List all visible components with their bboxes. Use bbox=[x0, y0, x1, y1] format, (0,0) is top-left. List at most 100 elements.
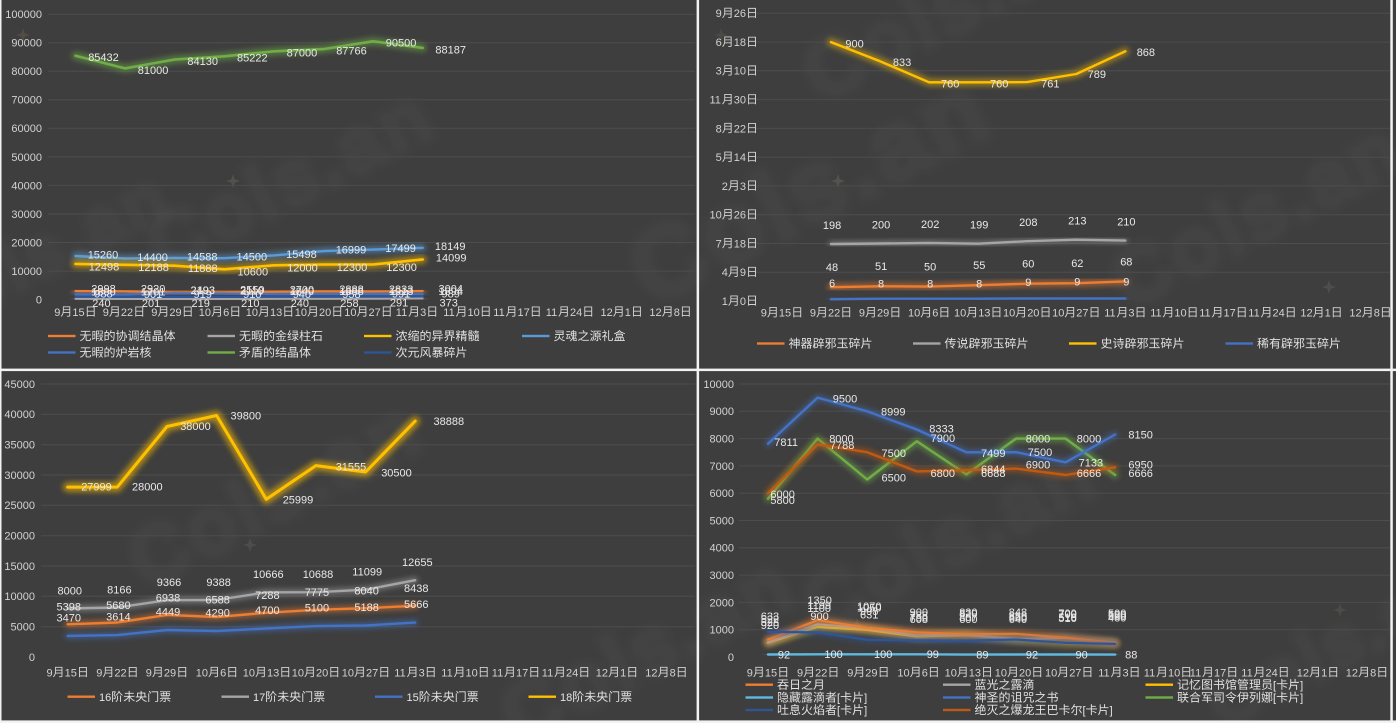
svg-text:24: 24 bbox=[566, 667, 578, 679]
svg-text:3: 3 bbox=[420, 307, 426, 319]
svg-text:8438: 8438 bbox=[404, 583, 428, 595]
svg-text:9: 9 bbox=[797, 667, 803, 679]
svg-text:660: 660 bbox=[1009, 612, 1027, 624]
svg-text:30000: 30000 bbox=[11, 209, 42, 221]
svg-text:1070: 1070 bbox=[857, 601, 881, 613]
svg-text:8150: 8150 bbox=[1128, 429, 1152, 441]
svg-text:20000: 20000 bbox=[11, 237, 42, 249]
svg-text:20000: 20000 bbox=[4, 531, 35, 543]
svg-text:9: 9 bbox=[761, 308, 767, 320]
svg-text:24: 24 bbox=[1266, 667, 1278, 679]
svg-text:240: 240 bbox=[92, 298, 110, 310]
svg-text:87766: 87766 bbox=[336, 46, 367, 58]
svg-text:14099: 14099 bbox=[436, 253, 467, 265]
svg-text:25000: 25000 bbox=[4, 500, 35, 512]
svg-text:14588: 14588 bbox=[187, 251, 218, 263]
svg-text:510: 510 bbox=[1058, 612, 1076, 624]
svg-text:633: 633 bbox=[761, 611, 779, 623]
svg-text:760: 760 bbox=[941, 79, 959, 91]
svg-text:5: 5 bbox=[716, 152, 722, 164]
svg-text:10: 10 bbox=[897, 667, 909, 679]
svg-text:4: 4 bbox=[722, 267, 728, 279]
svg-text:12: 12 bbox=[601, 307, 613, 319]
svg-text:10: 10 bbox=[1045, 667, 1057, 679]
svg-text:0: 0 bbox=[728, 652, 734, 664]
svg-text:12: 12 bbox=[596, 667, 608, 679]
svg-text:9: 9 bbox=[716, 8, 722, 20]
svg-text:8000: 8000 bbox=[58, 585, 82, 597]
svg-text:10666: 10666 bbox=[253, 569, 284, 581]
svg-text:6000: 6000 bbox=[710, 488, 734, 500]
svg-text:11888: 11888 bbox=[188, 263, 218, 275]
svg-text:38000: 38000 bbox=[180, 421, 211, 433]
svg-text:373: 373 bbox=[440, 297, 458, 309]
svg-text:8166: 8166 bbox=[107, 584, 131, 596]
svg-text:9: 9 bbox=[810, 308, 816, 320]
svg-text:2920: 2920 bbox=[141, 284, 165, 296]
svg-text:24: 24 bbox=[570, 307, 582, 319]
svg-text:12: 12 bbox=[1297, 667, 1309, 679]
svg-text:[: [ bbox=[837, 693, 840, 705]
svg-text:5800: 5800 bbox=[770, 495, 794, 507]
svg-text:1: 1 bbox=[1325, 308, 1331, 320]
svg-text:1100: 1100 bbox=[807, 603, 831, 615]
svg-text:10000: 10000 bbox=[11, 266, 42, 278]
svg-text:99: 99 bbox=[927, 649, 939, 661]
svg-text:22: 22 bbox=[114, 667, 126, 679]
svg-text:500: 500 bbox=[1108, 611, 1126, 623]
svg-text:22: 22 bbox=[121, 307, 133, 319]
svg-text:12300: 12300 bbox=[386, 262, 417, 274]
svg-text:24: 24 bbox=[1273, 308, 1285, 320]
svg-text:8000: 8000 bbox=[1077, 434, 1101, 446]
svg-text:11: 11 bbox=[441, 667, 452, 679]
svg-text:18: 18 bbox=[734, 37, 746, 49]
svg-text:919: 919 bbox=[194, 289, 212, 301]
svg-text:11: 11 bbox=[546, 307, 557, 319]
svg-text:10: 10 bbox=[243, 667, 255, 679]
svg-text:10: 10 bbox=[1174, 308, 1186, 320]
svg-text:6: 6 bbox=[922, 667, 928, 679]
svg-text:22: 22 bbox=[734, 123, 746, 135]
svg-text:39800: 39800 bbox=[231, 410, 262, 422]
svg-text:1701: 1701 bbox=[141, 287, 165, 299]
svg-text:6: 6 bbox=[932, 308, 938, 320]
svg-text:14500: 14500 bbox=[237, 252, 268, 264]
svg-text:26: 26 bbox=[734, 8, 746, 20]
svg-text:0: 0 bbox=[740, 296, 746, 308]
svg-text:1050: 1050 bbox=[857, 602, 881, 614]
svg-text:20: 20 bbox=[319, 307, 331, 319]
svg-text:1000: 1000 bbox=[710, 625, 734, 637]
svg-text:88: 88 bbox=[1125, 650, 1137, 662]
svg-text:6950: 6950 bbox=[1128, 460, 1152, 472]
svg-text:12188: 12188 bbox=[138, 262, 169, 274]
svg-text:9: 9 bbox=[1123, 276, 1129, 288]
svg-text:198: 198 bbox=[823, 220, 841, 232]
svg-text:]: ] bbox=[1300, 680, 1303, 692]
svg-text:9: 9 bbox=[54, 307, 60, 319]
svg-text:760: 760 bbox=[990, 79, 1008, 91]
svg-text:8: 8 bbox=[674, 307, 680, 319]
svg-text:6: 6 bbox=[716, 37, 722, 49]
svg-text:15000: 15000 bbox=[4, 561, 35, 573]
svg-text:10000: 10000 bbox=[703, 379, 734, 391]
svg-text:8: 8 bbox=[927, 278, 933, 290]
svg-text:3: 3 bbox=[419, 667, 425, 679]
svg-text:11: 11 bbox=[710, 95, 721, 107]
svg-text:26: 26 bbox=[734, 210, 746, 222]
svg-text:90000: 90000 bbox=[11, 38, 42, 50]
svg-text:6000: 6000 bbox=[770, 489, 794, 501]
svg-text:650: 650 bbox=[1009, 611, 1027, 623]
svg-text:9500: 9500 bbox=[833, 394, 857, 406]
svg-text:27999: 27999 bbox=[81, 481, 112, 493]
svg-text:15: 15 bbox=[72, 307, 84, 319]
svg-text:213: 213 bbox=[1068, 216, 1086, 228]
svg-text:820: 820 bbox=[959, 608, 977, 620]
svg-text:13: 13 bbox=[978, 308, 990, 320]
svg-text:520: 520 bbox=[1108, 609, 1126, 621]
svg-text:60000: 60000 bbox=[11, 123, 42, 135]
svg-text:833: 833 bbox=[893, 57, 911, 69]
svg-text:10: 10 bbox=[945, 667, 957, 679]
svg-text:18: 18 bbox=[560, 692, 572, 704]
svg-text:3: 3 bbox=[716, 66, 722, 78]
svg-text:5100: 5100 bbox=[305, 603, 329, 615]
